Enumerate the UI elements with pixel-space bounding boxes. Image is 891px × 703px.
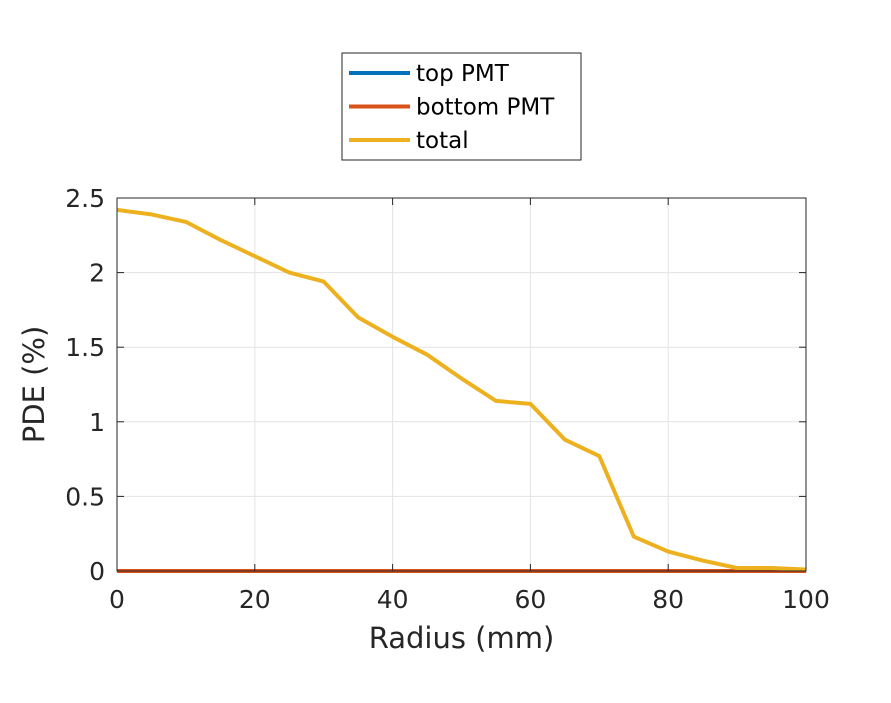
x-tick-label: 80 xyxy=(652,585,684,614)
y-tick-label: 0 xyxy=(89,557,105,586)
legend-label: bottom PMT xyxy=(416,95,555,121)
x-tick-label: 100 xyxy=(782,585,830,614)
x-tick-label: 60 xyxy=(514,585,546,614)
legend-label: total xyxy=(416,128,469,154)
axes-box xyxy=(116,197,807,572)
y-tick-label: 0.5 xyxy=(65,482,105,511)
legend-label: top PMT xyxy=(416,61,510,87)
axis-ticks: 0 20 40 60 80 100 0 0.5 1 1.5 2 2.5 xyxy=(65,184,830,614)
y-axis-label: PDE (%) xyxy=(17,326,51,444)
x-tick-label: 0 xyxy=(109,585,125,614)
legend: top PMT bottom PMT total xyxy=(341,52,582,161)
x-tick-label: 20 xyxy=(239,585,271,614)
y-tick-label: 1.5 xyxy=(65,333,105,362)
series-line-total xyxy=(116,207,807,572)
y-tick-label: 1 xyxy=(89,408,105,437)
x-tick-label: 40 xyxy=(377,585,409,614)
y-tick-label: 2.5 xyxy=(65,184,105,213)
series-layer xyxy=(116,207,807,573)
grid-lines xyxy=(116,197,807,572)
x-axis-label: Radius (mm) xyxy=(369,621,555,655)
y-tick-label: 2 xyxy=(89,259,105,288)
